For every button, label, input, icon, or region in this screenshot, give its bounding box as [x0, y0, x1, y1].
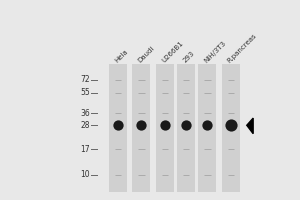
Point: [116, 124, 120, 127]
Bar: [222, 64, 240, 192]
Text: R.pancreas: R.pancreas: [226, 32, 258, 64]
Polygon shape: [247, 118, 253, 134]
Text: Hela: Hela: [114, 49, 129, 64]
Point: [139, 124, 144, 127]
Text: U266B1: U266B1: [160, 40, 184, 64]
Text: 28: 28: [81, 121, 90, 130]
Point: [228, 124, 233, 127]
Point: [162, 124, 167, 127]
Bar: [132, 64, 150, 192]
Text: 17: 17: [81, 145, 90, 154]
Text: 10: 10: [81, 170, 90, 179]
Point: [184, 124, 188, 127]
Bar: [109, 64, 127, 192]
Text: 36: 36: [80, 109, 90, 118]
Text: 55: 55: [80, 88, 90, 97]
Bar: [156, 64, 174, 192]
Text: NIH/3T3: NIH/3T3: [203, 40, 227, 64]
Text: Daudi: Daudi: [137, 45, 156, 64]
Text: 72: 72: [81, 75, 90, 84]
Bar: [177, 64, 195, 192]
Point: [205, 124, 210, 127]
Text: 293: 293: [182, 50, 196, 64]
Bar: [198, 64, 216, 192]
